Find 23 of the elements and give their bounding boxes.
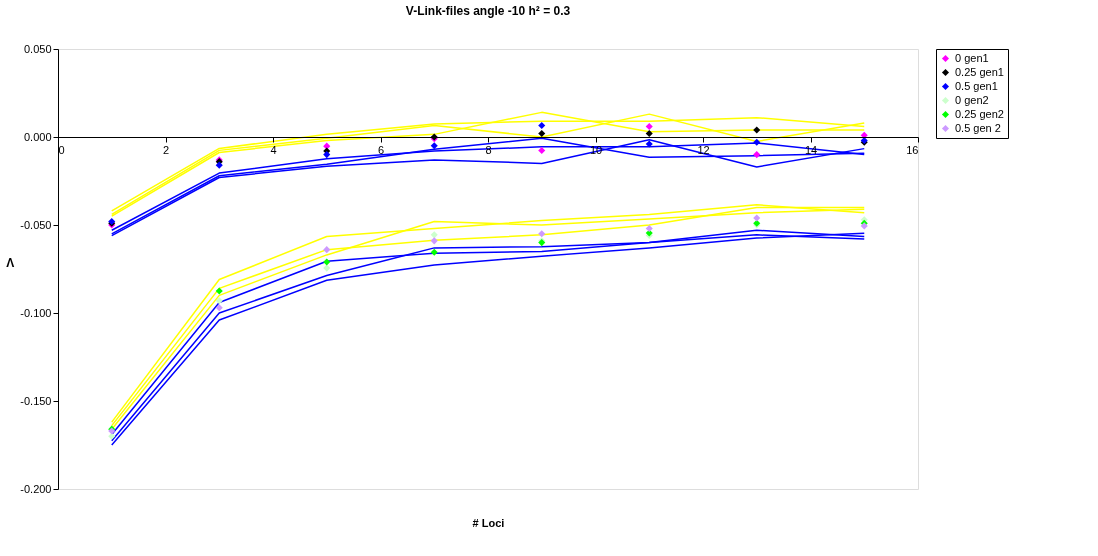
x-tick-label: 16 [906,143,919,156]
y-tick-label: -0.050 [20,218,52,231]
x-tick-label: 10 [589,143,603,156]
x-tick-label: 2 [162,143,170,156]
legend-label: 0.25 gen1 [955,65,1004,78]
legend-label: 0 gen2 [955,93,989,106]
y-tick-label: -0.150 [20,394,52,407]
chart-title: V-Link-files angle -10 h² = 0.3 [405,4,571,18]
y-tick-label: 0.000 [23,130,52,143]
x-tick-label: 6 [377,143,385,156]
y-tick-label: -0.100 [20,306,52,319]
legend-label: 0.5 gen 2 [955,121,1001,134]
legend-label: 0 gen1 [955,51,989,64]
x-axis-title: # Loci [472,516,505,529]
y-axis-title: Λ [6,255,15,270]
legend-label: 0.5 gen1 [955,79,998,92]
y-tick-label: 0.050 [23,42,52,55]
legend-label: 0.25 gen2 [955,107,1004,120]
x-tick-label: 12 [697,143,710,156]
y-tick-label: -0.200 [20,482,52,495]
x-tick-label: 0 [58,143,65,156]
x-tick-label: 8 [485,143,492,156]
x-tick-label: 4 [270,143,277,156]
